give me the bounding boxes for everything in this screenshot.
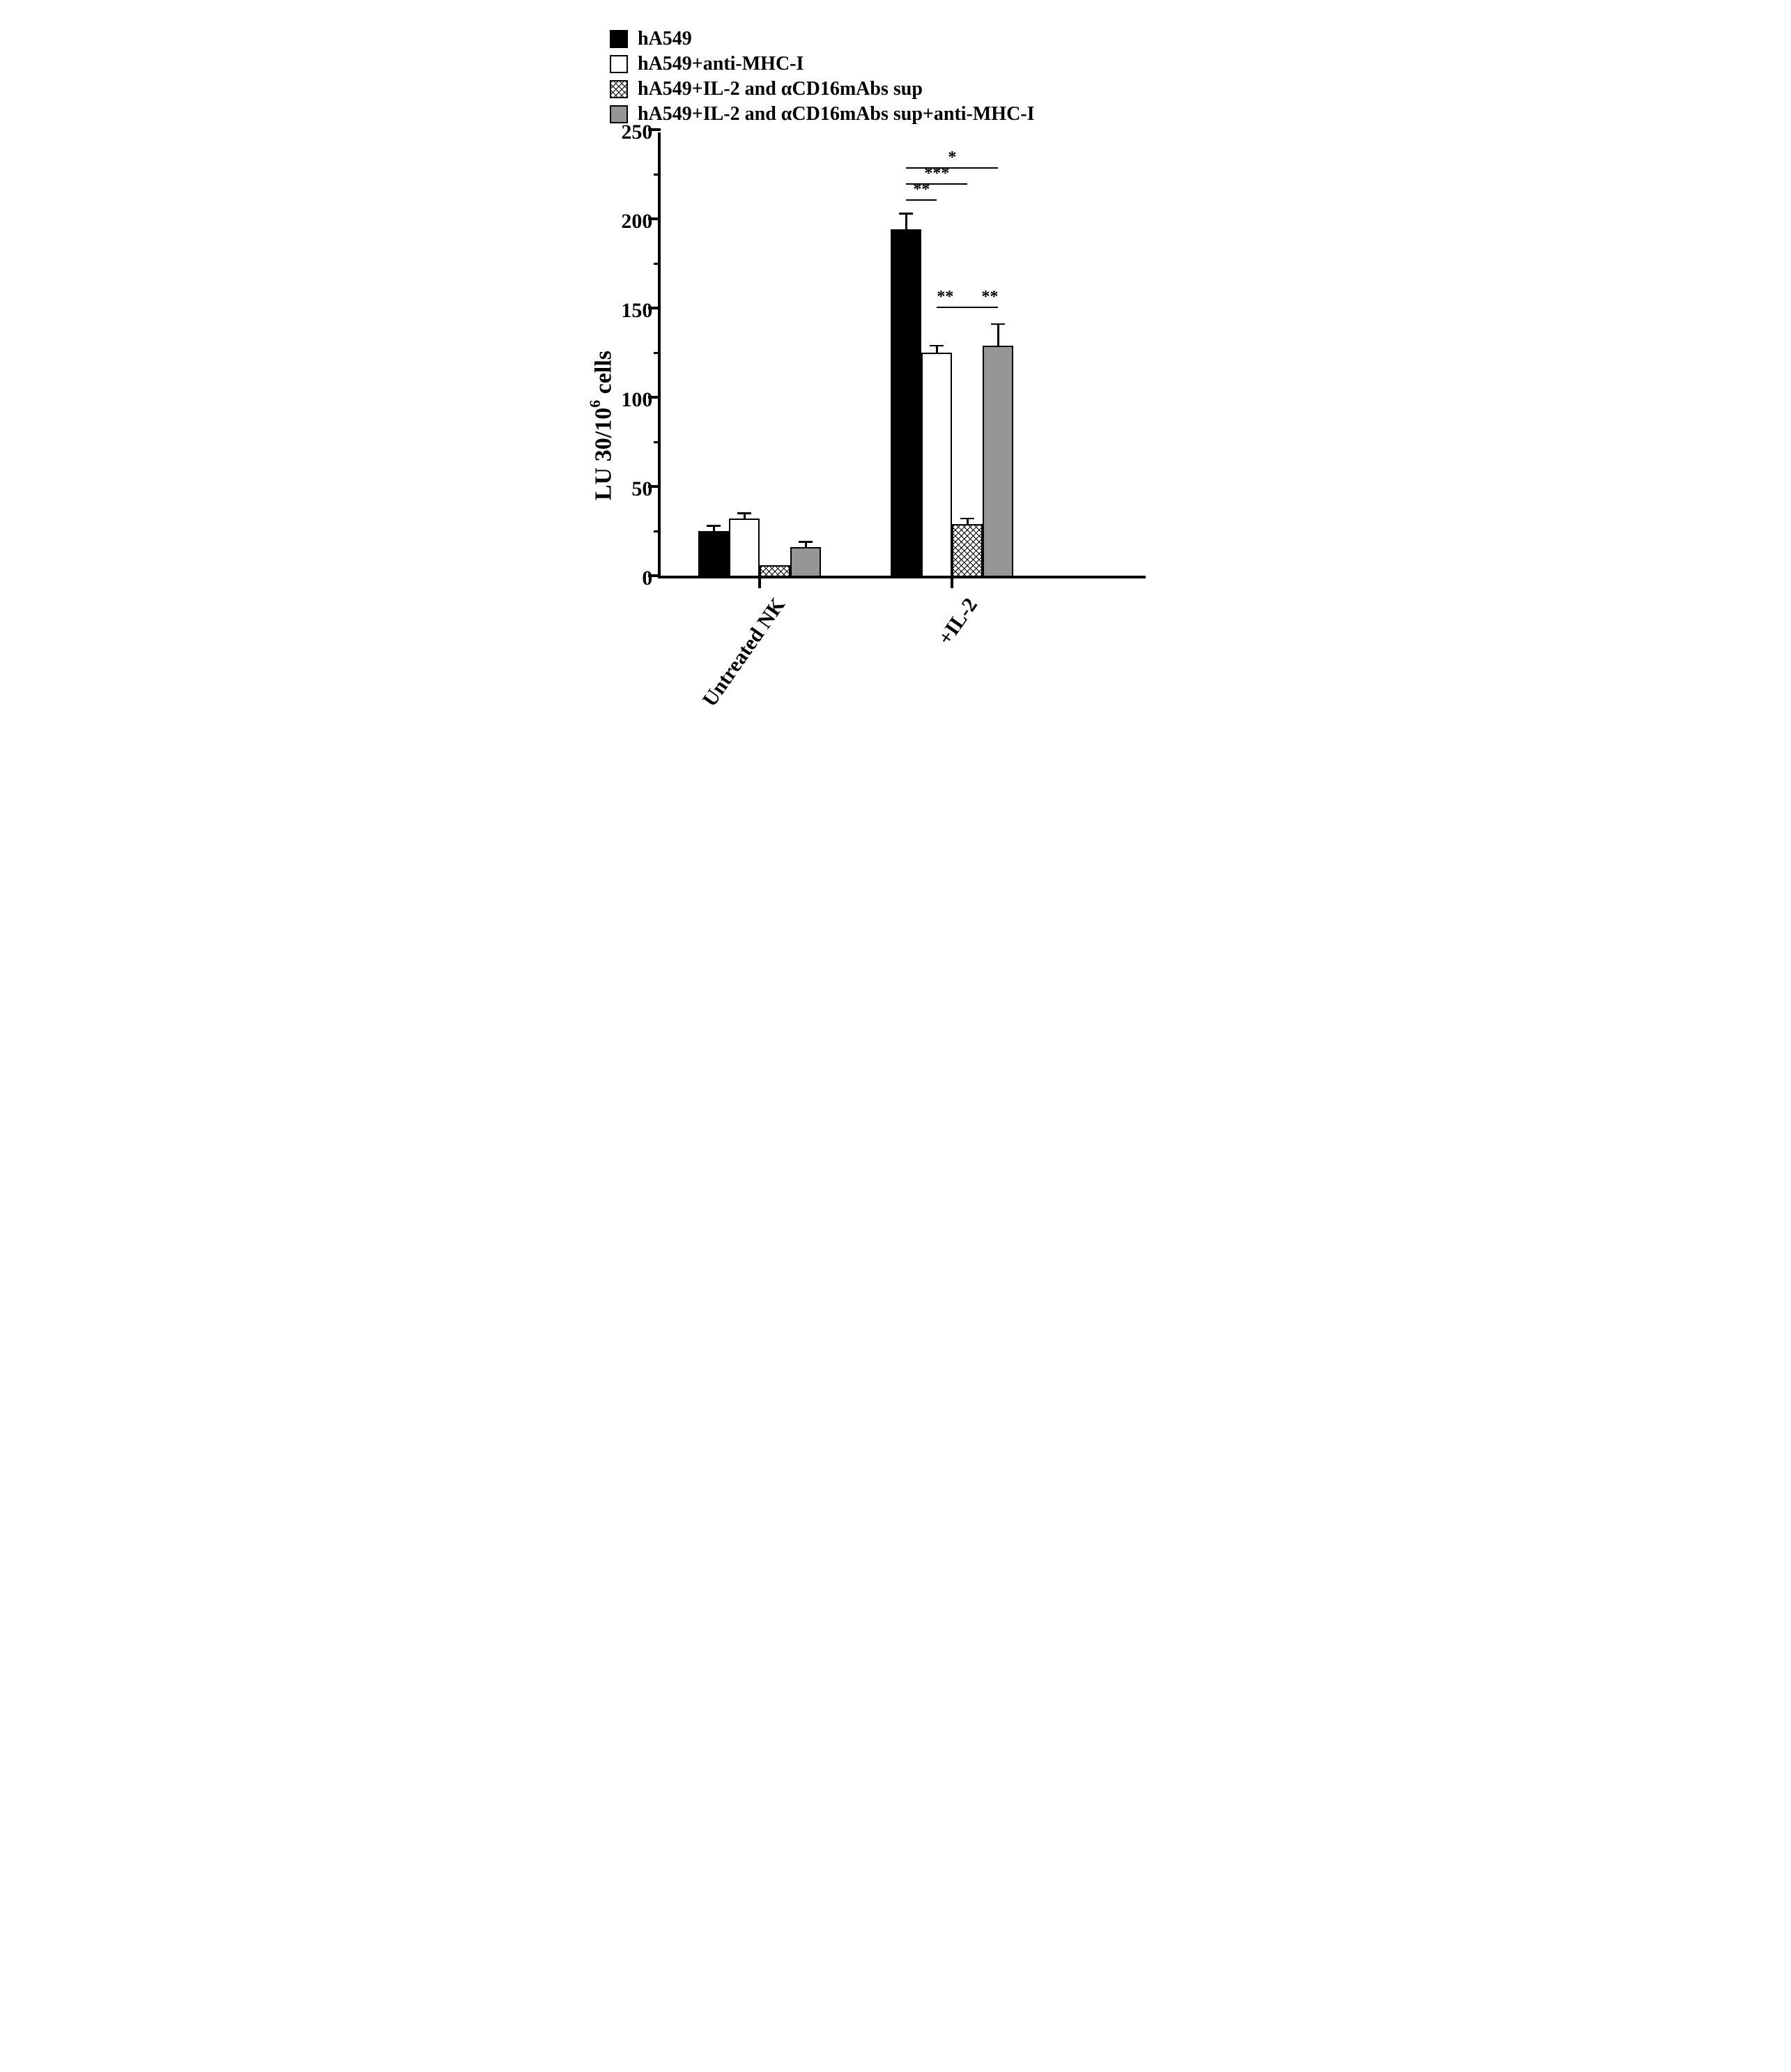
bar	[983, 346, 1013, 576]
significance-line	[937, 307, 967, 308]
x-tick-label: +IL-2	[863, 594, 983, 750]
y-ticks-column: 250200150100500	[621, 132, 658, 578]
bar	[790, 547, 821, 576]
legend-swatch	[610, 55, 628, 73]
legend-item: hA549+IL-2 and αCD16mAbs sup	[610, 78, 1209, 100]
significance-line	[906, 167, 998, 169]
legend-item: hA549+IL-2 and αCD16mAbs sup+anti-MHC-I	[610, 103, 1209, 125]
legend-item: hA549+anti-MHC-I	[610, 53, 1209, 75]
legend-swatch	[610, 30, 628, 48]
legend-label: hA549+anti-MHC-I	[638, 53, 804, 75]
bar	[729, 519, 760, 576]
significance-label: **	[937, 288, 953, 307]
bar-chart: hA549 hA549+anti-MHC-I hA549+IL-2 and αCD1…	[582, 28, 1209, 718]
significance-label: *	[948, 148, 956, 167]
legend-label: hA549	[638, 28, 692, 50]
legend-item: hA549	[610, 28, 1209, 50]
bar	[760, 565, 790, 576]
significance-label: **	[981, 288, 998, 307]
plot-area: **********	[658, 132, 1146, 578]
significance-line	[906, 199, 937, 201]
legend: hA549 hA549+anti-MHC-I hA549+IL-2 and αCD1…	[582, 28, 1209, 125]
bar	[921, 353, 952, 576]
plot-region: LU 30/106 cells 250200150100500 ********…	[582, 132, 1209, 718]
bar	[698, 531, 729, 576]
legend-label: hA549+IL-2 and αCD16mAbs sup	[638, 78, 923, 100]
significance-line	[906, 183, 967, 185]
legend-swatch	[610, 80, 628, 98]
legend-label: hA549+IL-2 and αCD16mAbs sup+anti-MHC-I	[638, 103, 1035, 125]
y-axis-label: LU 30/106 cells	[582, 132, 621, 718]
significance-line	[967, 307, 998, 308]
x-axis-labels: Untreated NK+IL-2	[658, 578, 1146, 718]
x-tick-label: Untreated NK	[671, 594, 790, 750]
bar	[891, 229, 921, 576]
bar	[952, 524, 983, 576]
